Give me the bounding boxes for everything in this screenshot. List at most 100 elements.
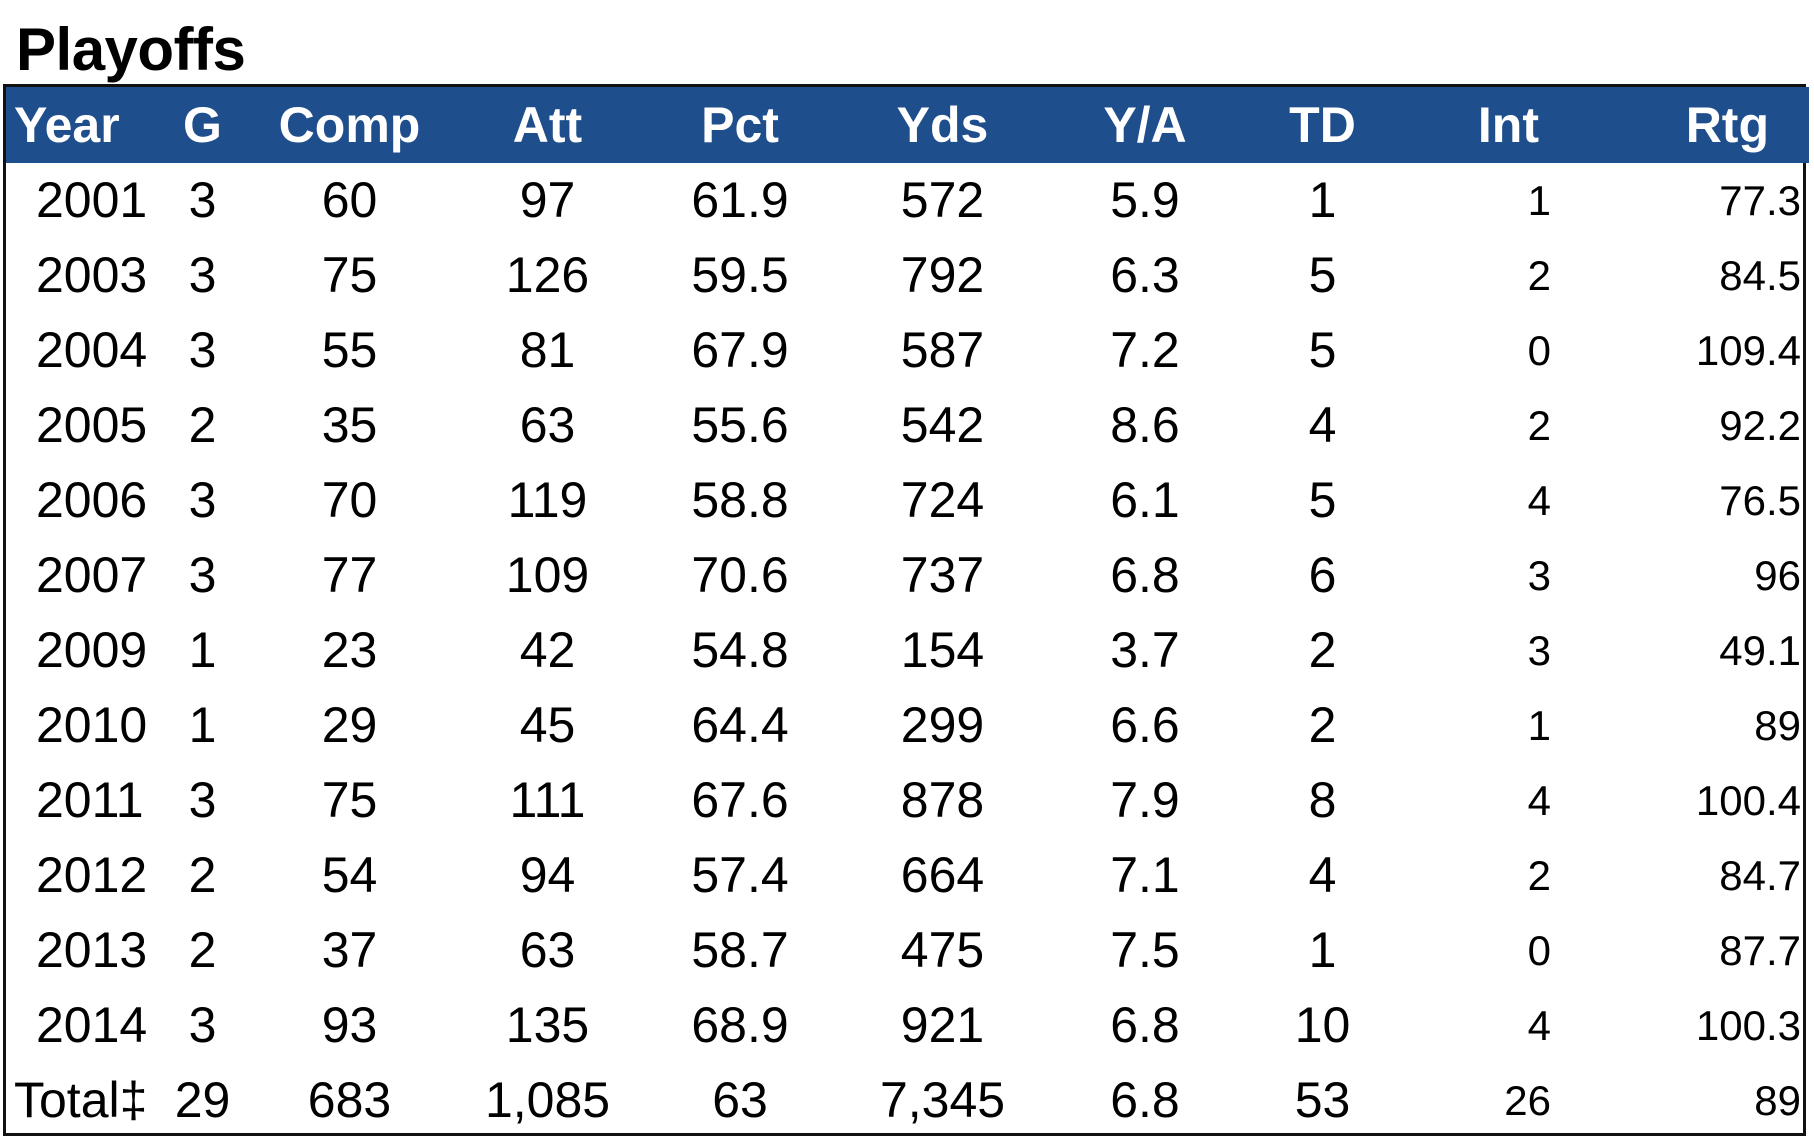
column-header-yds: Yds (896, 97, 989, 153)
cell-rtg: 87.7 (1719, 927, 1801, 974)
cell-year: 2014 (36, 997, 148, 1053)
cell-year: 2013 (36, 922, 148, 978)
cell-ya: 6.3 (1110, 247, 1180, 303)
cell-int: 4 (1527, 1002, 1551, 1049)
cell-pct: 58.7 (691, 922, 789, 978)
cell-yds: 572 (900, 172, 985, 228)
cell-ya: 8.6 (1110, 397, 1180, 453)
cell-comp: 35 (321, 397, 378, 453)
cell-yds: 921 (900, 997, 985, 1053)
cell-att: 135 (505, 997, 590, 1053)
table-row: 2009 1 23 42 54.8 154 3.7 2 3 49.1 (6, 613, 1809, 688)
cell-rtg: 84.7 (1719, 852, 1801, 899)
cell-int: 3 (1527, 627, 1551, 674)
cell-int: 3 (1527, 552, 1551, 599)
table-row: 2003 3 75 126 59.5 792 6.3 5 2 84.5 (6, 238, 1809, 313)
total-cell-yds: 7,345 (879, 1072, 1006, 1128)
cell-att: 42 (519, 622, 576, 678)
cell-rtg: 84.5 (1719, 252, 1801, 299)
cell-rtg: 100.4 (1695, 777, 1801, 824)
column-header-pct: Pct (701, 97, 779, 153)
cell-comp: 93 (321, 997, 378, 1053)
cell-ya: 5.9 (1110, 172, 1180, 228)
cell-att: 45 (519, 697, 576, 753)
cell-att: 94 (519, 847, 576, 903)
cell-td: 4 (1308, 847, 1337, 903)
cell-year: 2011 (36, 772, 144, 828)
table-title: Playoffs (16, 16, 246, 83)
total-cell-pct: 63 (712, 1072, 768, 1128)
cell-year: 2009 (36, 622, 148, 678)
total-cell-comp: 683 (307, 1072, 392, 1128)
cell-year: 2007 (36, 547, 148, 603)
column-header-year: Year (14, 97, 120, 153)
cell-rtg: 76.5 (1719, 477, 1801, 524)
cell-g: 3 (188, 322, 217, 378)
cell-yds: 792 (900, 247, 985, 303)
cell-year: 2012 (36, 847, 148, 903)
cell-yds: 878 (900, 772, 985, 828)
table-row: 2004 3 55 81 67.9 587 7.2 5 0 109.4 (6, 313, 1809, 388)
cell-year: 2005 (36, 397, 148, 453)
table-row: 2001 3 60 97 61.9 572 5.9 1 1 77.3 (6, 163, 1809, 238)
table-row: 2014 3 93 135 68.9 921 6.8 10 4 100.3 (6, 988, 1809, 1063)
cell-att: 63 (519, 922, 576, 978)
cell-year: 2003 (36, 247, 148, 303)
cell-comp: 23 (321, 622, 378, 678)
table-row: 2006 3 70 119 58.8 724 6.1 5 4 76.5 (6, 463, 1809, 538)
cell-g: 2 (188, 922, 217, 978)
cell-pct: 70.6 (691, 547, 789, 603)
column-header-comp: Comp (278, 97, 421, 153)
cell-td: 8 (1308, 772, 1337, 828)
cell-int: 1 (1527, 702, 1551, 749)
total-cell-g: 29 (174, 1072, 231, 1128)
cell-td: 2 (1308, 622, 1337, 678)
cell-yds: 154 (900, 622, 985, 678)
cell-rtg: 77.3 (1719, 177, 1801, 224)
cell-att: 81 (519, 322, 576, 378)
cell-td: 5 (1308, 322, 1337, 378)
cell-int: 2 (1527, 402, 1551, 449)
cell-year: 2004 (36, 322, 148, 378)
column-header-g: G (183, 97, 222, 153)
cell-td: 6 (1308, 547, 1337, 603)
cell-att: 111 (509, 772, 586, 828)
cell-year: 2001 (36, 172, 148, 228)
cell-rtg: 96 (1754, 552, 1801, 599)
cell-comp: 70 (321, 472, 378, 528)
total-row: Total‡ 29 683 1,085 63 7,345 6.8 53 26 89 (6, 1063, 1809, 1138)
cell-comp: 75 (321, 772, 378, 828)
cell-pct: 67.9 (691, 322, 789, 378)
cell-g: 3 (188, 997, 217, 1053)
cell-int: 4 (1527, 477, 1551, 524)
cell-g: 1 (188, 622, 217, 678)
cell-comp: 55 (321, 322, 378, 378)
playoffs-stats-table: Year G Comp Att Pct Yds Y/A TD Int Rtg 2… (3, 84, 1809, 1138)
cell-pct: 68.9 (691, 997, 789, 1053)
cell-ya: 6.8 (1110, 997, 1180, 1053)
cell-yds: 737 (900, 547, 985, 603)
column-header-rtg: Rtg (1685, 97, 1769, 153)
cell-rtg: 100.3 (1695, 1002, 1801, 1049)
column-header-int: Int (1477, 97, 1539, 153)
total-cell-ya: 6.8 (1110, 1072, 1180, 1128)
cell-g: 3 (188, 172, 217, 228)
table-row: 2007 3 77 109 70.6 737 6.8 6 3 96 (6, 538, 1809, 613)
column-header-ya: Y/A (1103, 97, 1187, 153)
cell-ya: 7.1 (1110, 847, 1180, 903)
cell-g: 1 (188, 697, 217, 753)
cell-ya: 7.9 (1110, 772, 1180, 828)
cell-att: 97 (519, 172, 576, 228)
cell-ya: 3.7 (1110, 622, 1180, 678)
cell-g: 3 (188, 472, 217, 528)
total-cell-td: 53 (1294, 1072, 1351, 1128)
cell-comp: 54 (321, 847, 378, 903)
cell-rtg: 49.1 (1719, 627, 1801, 674)
cell-g: 2 (188, 847, 217, 903)
cell-comp: 37 (321, 922, 378, 978)
table-row: 2005 2 35 63 55.6 542 8.6 4 2 92.2 (6, 388, 1809, 463)
cell-yds: 542 (900, 397, 985, 453)
cell-comp: 60 (321, 172, 378, 228)
table-row: 2010 1 29 45 64.4 299 6.6 2 1 89 (6, 688, 1809, 763)
cell-pct: 64.4 (691, 697, 789, 753)
